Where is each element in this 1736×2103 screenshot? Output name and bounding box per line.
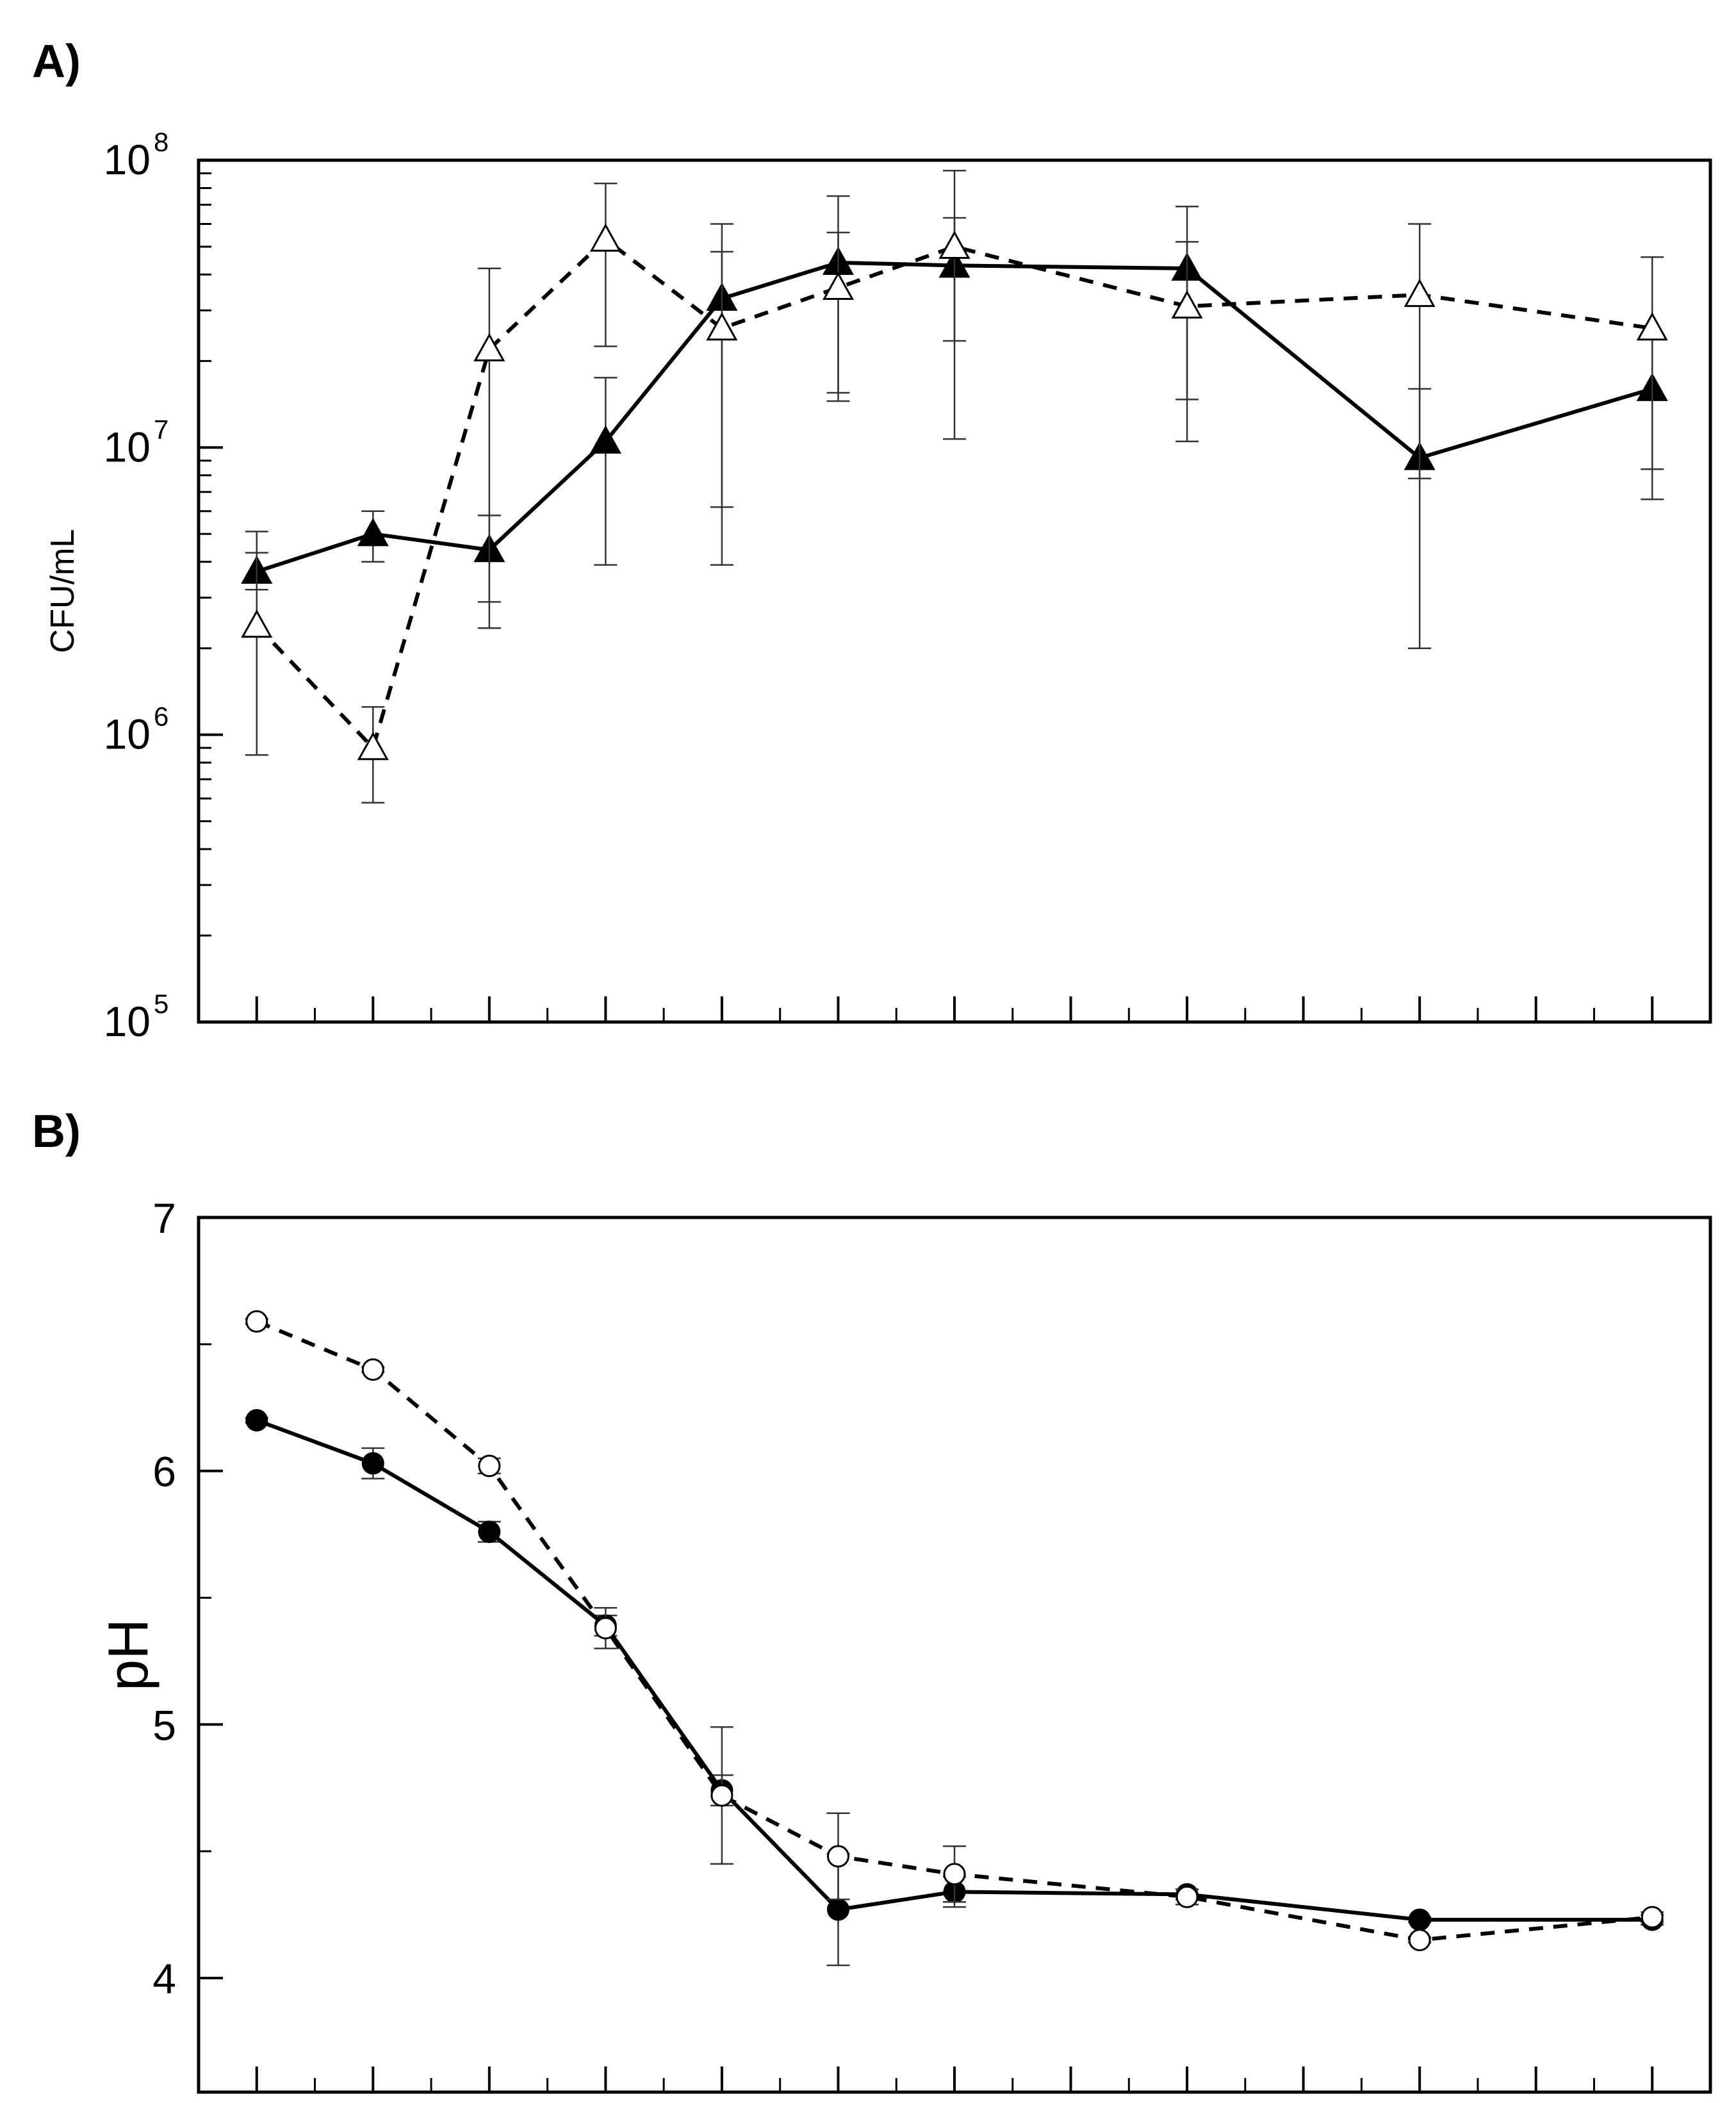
y-tick-label-exp: 5 (154, 989, 168, 1019)
point-circle-open (1641, 1906, 1664, 1929)
y-tick-label-exp: 8 (154, 127, 168, 157)
point-triangle-open (473, 333, 505, 361)
point-triangle-open (1636, 312, 1668, 341)
y-tick-label-exp: 7 (154, 414, 168, 444)
point-circle-open (943, 1863, 966, 1886)
series-line (256, 1418, 1653, 1922)
y-tick-label: 7 (152, 1194, 176, 1242)
panel-b: B) 4 5 6 7 pH (32, 1106, 1712, 2094)
series-2 (245, 1310, 1664, 1952)
point-triangle-open (1404, 278, 1436, 308)
y-tick-label: 4 (152, 1955, 176, 2002)
point-triangle-filled (589, 425, 621, 454)
point-circle-filled (245, 1409, 268, 1432)
series-2 (241, 169, 1668, 804)
point-circle-open (594, 1617, 617, 1640)
point-circle-filled (478, 1521, 501, 1544)
point-circle-open (245, 1310, 268, 1333)
point-triangle-open (241, 609, 273, 638)
y-axis-title: pH (96, 1619, 160, 1691)
point-circle-filled (1408, 1908, 1431, 1931)
point-circle-open (1408, 1929, 1431, 1952)
series-line (256, 1319, 1653, 1942)
series-line (256, 260, 1653, 573)
point-triangle-open (822, 271, 855, 301)
point-circle-open (710, 1784, 733, 1807)
point-circle-open (1175, 1885, 1199, 1908)
point-triangle-open (706, 312, 738, 341)
y-tick-label-base: 10 (104, 136, 151, 183)
panel-label: B) (32, 1106, 81, 1157)
point-circle-open (361, 1358, 384, 1381)
point-circle-open (826, 1845, 849, 1868)
y-tick-label-base: 10 (104, 711, 151, 758)
y-tick-label: 6 (152, 1448, 176, 1496)
point-circle-open (478, 1455, 501, 1478)
y-tick-label: 5 (152, 1701, 176, 1749)
y-tick-label-base: 10 (104, 423, 151, 470)
point-triangle-filled (357, 518, 389, 547)
series-line (255, 236, 1653, 752)
y-tick-label-base: 10 (104, 998, 151, 1045)
point-triangle-open (1171, 290, 1203, 319)
point-triangle-open (589, 223, 621, 252)
point-triangle-open (938, 230, 970, 260)
y-tick-label-exp: 6 (154, 702, 168, 732)
y-axis-title: CFU/mL (44, 529, 81, 654)
point-circle-filled (361, 1452, 384, 1475)
point-triangle-open (357, 732, 389, 761)
point-circle-filled (826, 1898, 849, 1921)
plot-frame (197, 1216, 1712, 2094)
panel-label: A) (32, 36, 81, 87)
